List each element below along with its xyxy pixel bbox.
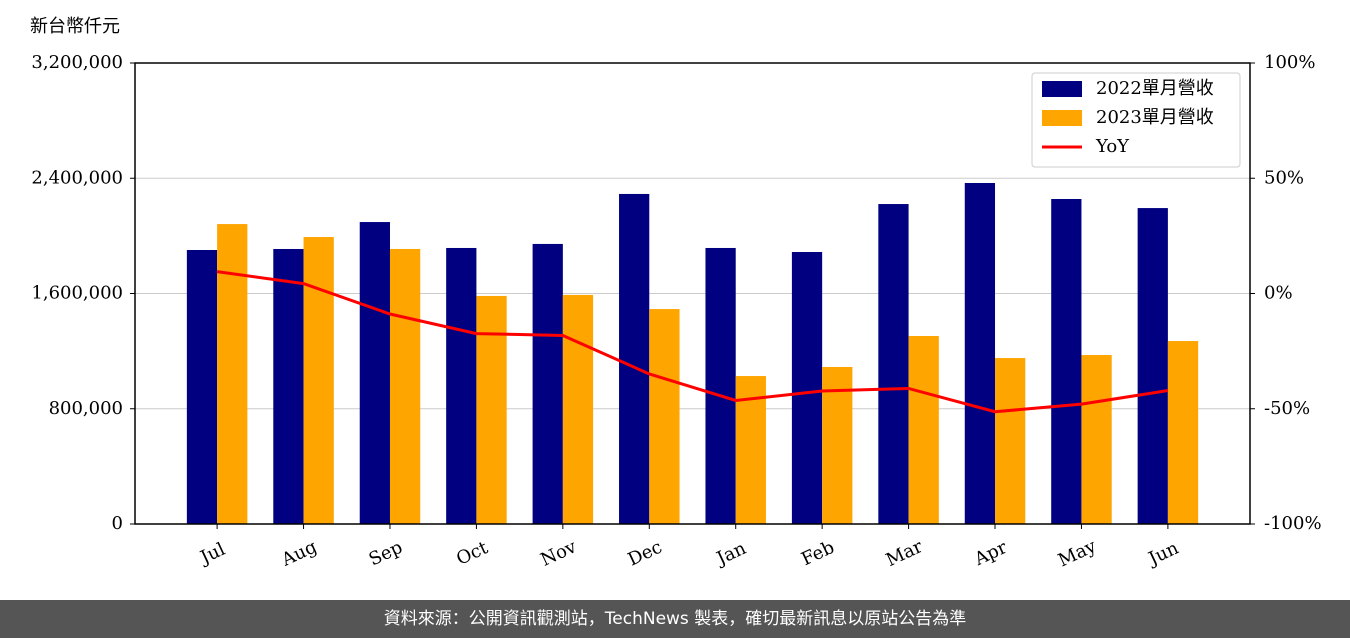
bar (619, 193, 650, 524)
x-tick-label: Aug (278, 536, 321, 571)
bar (273, 248, 304, 524)
chart: 新台幣仟元 0 800,000 1,600,000 2,400,000 3,200,00… (30, 16, 1322, 571)
y-tick-label: 800,000 (49, 398, 123, 419)
bar (1137, 208, 1168, 525)
bar (476, 295, 507, 524)
x-tick-label: Apr (970, 537, 1010, 571)
bar (822, 366, 853, 524)
bar (705, 247, 736, 524)
bar (995, 358, 1026, 524)
y-tick-label: 2,400,000 (31, 167, 123, 188)
legend-label: 2023單月營收 (1096, 107, 1214, 128)
legend-label: 2022單月營收 (1096, 78, 1214, 99)
y2-tick-label: 0% (1264, 283, 1293, 304)
bar (1081, 355, 1112, 524)
bar (359, 222, 390, 525)
bar (908, 335, 939, 524)
bar (532, 243, 563, 524)
x-tick-label: Mar (883, 536, 926, 571)
y-tick-label: 0 (112, 513, 123, 534)
bar (964, 183, 996, 524)
x-tick-label: Dec (625, 537, 666, 571)
x-tick-label: Jan (712, 538, 750, 571)
bar (217, 224, 248, 524)
x-tick-label: Feb (798, 537, 837, 570)
y-axis-label: 新台幣仟元 (30, 16, 120, 37)
y2-tick-label: -50% (1264, 398, 1310, 419)
bar (562, 294, 594, 524)
legend-box (1031, 72, 1241, 168)
bar (186, 249, 218, 525)
x-tick-label: Oct (453, 537, 492, 570)
y2-tick-label: 50% (1264, 167, 1304, 188)
x-tick-label: May (1055, 535, 1100, 571)
legend-swatch (1042, 81, 1082, 97)
y2-tick-label: -100% (1264, 513, 1322, 534)
y2-tick-label: 100% (1264, 52, 1315, 73)
bar (791, 252, 823, 524)
x-tick-label: Jul (196, 539, 229, 569)
x-tick-label: Nov (538, 536, 581, 571)
bar (1167, 341, 1199, 524)
bar (446, 247, 477, 524)
bar (649, 309, 680, 524)
legend-swatch (1042, 110, 1082, 126)
yoy-line (216, 270, 1169, 414)
bar (1051, 198, 1082, 524)
y-tick-label: 1,600,000 (31, 283, 123, 304)
legend-label: YoY (1095, 136, 1130, 157)
plot-frame (134, 62, 1251, 525)
footer: 資料來源：公開資訊觀測站，TechNews 製表，確切最新訊息以原站公告為準 (0, 600, 1350, 638)
y-tick-label: 3,200,000 (31, 52, 123, 73)
bar (303, 237, 334, 524)
x-tick-label: Sep (366, 537, 406, 571)
x-tick-label: Jun (1144, 537, 1183, 570)
bar (878, 204, 909, 525)
bar (389, 248, 421, 524)
